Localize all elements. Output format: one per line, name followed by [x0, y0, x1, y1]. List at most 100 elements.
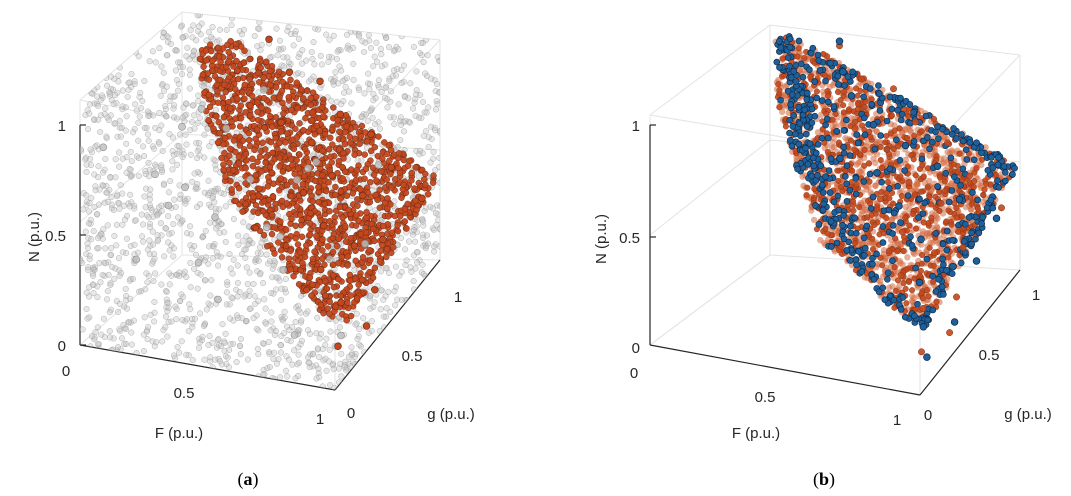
panel-a-background-point-23 — [374, 161, 383, 169]
panel-a-y-tick-0: 0 — [347, 405, 355, 422]
panel-a-background-point-20 — [259, 86, 268, 94]
panel-b-pareto-point-10 — [937, 199, 945, 207]
panel-a-z-tick-0: 0 — [58, 338, 66, 355]
panel-a-z-tick-05: 0.5 — [45, 228, 66, 245]
panel-b-pareto-point-7 — [851, 125, 859, 132]
panel-a-x-axis-label: F (p.u.) — [155, 425, 203, 442]
panel-a-y-tick-05: 0.5 — [402, 348, 423, 365]
panel-a: 1 0.5 0 0 0.5 1 0 0.5 1 N (p.u.) F (p.u.… — [26, 11, 475, 490]
panel-b-z-tick-0: 0 — [632, 340, 640, 357]
panel-b-selected-point-12 — [915, 278, 924, 287]
panel-b-pareto-point-15 — [953, 293, 960, 301]
panel-b-x-axis-label: F (p.u.) — [732, 425, 780, 442]
panel-a-background-point-5 — [290, 331, 299, 339]
panel-a-pareto-point-4 — [367, 130, 375, 139]
panel-b-selected-point-4 — [901, 141, 910, 150]
panel-a-caption: (a) — [238, 469, 259, 490]
panel-a-pareto-point-6 — [418, 194, 426, 203]
panel-a-background-points — [80, 12, 440, 390]
panel-b-selected-point-3 — [869, 121, 878, 129]
panel-b-selected-point-15 — [836, 154, 844, 163]
panel-b-pareto-point-8 — [883, 145, 891, 153]
panel-a-pareto-point-5 — [387, 163, 395, 172]
panel-a-pareto-point-14 — [350, 242, 359, 250]
panel-a-background-point-7 — [194, 258, 203, 267]
panel-b-pareto-point-16 — [897, 271, 905, 279]
panel-a-background-point-15 — [279, 265, 288, 274]
panel-b-y-tick-05: 0.5 — [979, 347, 1000, 364]
panel-a-pareto-point-0 — [265, 35, 273, 43]
panel-b-selected-point-14 — [923, 353, 931, 361]
panel-b-pareto-point-14 — [931, 249, 938, 257]
panel-a-background-point-17 — [361, 240, 369, 248]
panel-a-background-point-21 — [292, 176, 301, 184]
panel-a-axes — [79, 124, 441, 391]
panel-a-pareto-point-19 — [334, 342, 342, 350]
panel-a-background-point-12 — [164, 201, 173, 210]
panel-a-background-point-18 — [178, 123, 186, 131]
panel-b-axes — [649, 124, 1021, 396]
panel-b-caption-letter: b — [819, 469, 829, 489]
panel-b-selected-point-5 — [933, 162, 942, 171]
panel-a-background-point-13 — [197, 105, 206, 113]
panel-a-pareto-point-3 — [336, 110, 344, 119]
panel-a-pareto-point-12 — [299, 189, 308, 197]
panel-b-pareto-point-18 — [946, 329, 954, 337]
panel-a-background-point-0 — [99, 143, 108, 152]
panel-a-background-point-6 — [151, 170, 159, 179]
panel-a-y-tick-1: 1 — [454, 289, 462, 306]
panel-a-background-point-2 — [181, 183, 189, 192]
panel-b-selected-points — [773, 33, 1018, 329]
panel-a-background-point-19 — [211, 213, 219, 221]
panel-a-pareto-point-10 — [359, 191, 367, 200]
panel-a-background-point-3 — [214, 295, 222, 304]
panel-a-pareto-front — [196, 37, 437, 324]
panel-a-pareto-point-1 — [285, 68, 293, 77]
panel-a-background-point-11 — [337, 331, 345, 340]
panel-b-selected-point-9 — [895, 202, 903, 210]
panel-b-pareto-point-17 — [919, 305, 927, 312]
panel-a-background-point-14 — [246, 175, 255, 184]
panel-a-pareto-point-16 — [317, 265, 325, 274]
panel-b-pareto-point-13 — [899, 228, 906, 236]
panel-a-pareto-point-2 — [316, 77, 324, 86]
panel-b-y-tick-0: 0 — [924, 407, 932, 424]
panel-b: 1 0.5 0 0 0.5 1 0 0.5 1 N (p.u.) F (p.u.… — [593, 24, 1052, 490]
panel-a-x-tick-05: 0.5 — [174, 385, 195, 402]
panel-b-x-tick-05: 0.5 — [755, 389, 776, 406]
panel-b-selected-point-2 — [847, 92, 856, 100]
panel-a-background-point-16 — [312, 158, 321, 166]
panel-a-z-tick-1: 1 — [58, 118, 66, 135]
panel-b-y-axis-label: g (p.u.) — [1004, 406, 1052, 423]
panel-b-z-tick-1: 1 — [632, 118, 640, 135]
panel-b-selected-point-8 — [873, 169, 881, 177]
panel-b-y-tick-1: 1 — [1032, 287, 1040, 304]
panel-b-pareto-point-3 — [912, 118, 919, 126]
panel-a-x-tick-1: 1 — [316, 411, 324, 428]
panel-b-selected-point-17 — [950, 318, 959, 326]
panel-b-x-tick-0: 0 — [630, 365, 638, 382]
panel-a-pareto-point-17 — [337, 298, 345, 307]
panel-b-pareto-point-6 — [998, 204, 1005, 212]
panel-b-z-tick-05: 0.5 — [619, 230, 640, 247]
panel-b-pareto-point-12 — [877, 195, 884, 203]
svg-text:(a): (a) — [238, 469, 259, 490]
panel-b-selected-point-0 — [835, 37, 844, 46]
panel-b-caption: (b) — [813, 469, 835, 490]
panel-b-pareto-point-5 — [966, 172, 973, 180]
panel-a-background-point-9 — [276, 232, 285, 241]
panel-a-y-axis-label: g (p.u.) — [427, 406, 475, 423]
panel-a-background-point-4 — [262, 223, 271, 232]
panel-b-pareto-point-2 — [890, 85, 897, 93]
panel-b-sample-marks — [835, 37, 1005, 361]
panel-b-pareto-point-9 — [905, 179, 913, 186]
panel-b-selected-point-7 — [992, 214, 1001, 223]
panel-b-pareto-point-11 — [959, 244, 967, 251]
panel-a-pareto-point-18 — [362, 322, 371, 330]
panel-b-pareto-point-1 — [858, 75, 865, 83]
panel-b-pareto-point-19 — [918, 348, 925, 356]
panel-a-background-point-10 — [304, 164, 312, 173]
panel-a-x-tick-0: 0 — [62, 363, 70, 380]
panel-a-caption-letter: a — [244, 469, 253, 489]
